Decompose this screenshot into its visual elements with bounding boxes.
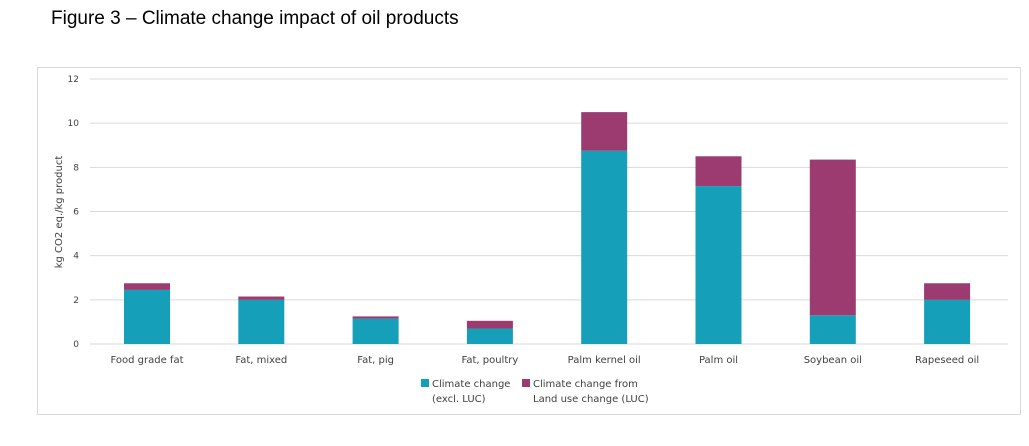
bar-segment-luc — [238, 296, 285, 300]
y-tick-label: 4 — [73, 252, 79, 262]
bar-segment-excl-luc — [124, 289, 170, 344]
y-tick-label: 12 — [68, 75, 79, 85]
legend-swatch-base — [421, 379, 429, 387]
bar-segment-luc — [124, 283, 170, 290]
bar-segment-luc — [466, 320, 513, 329]
bars — [124, 112, 971, 344]
y-tick-label: 8 — [73, 163, 79, 173]
legend-label-luc-line1: Climate change from — [533, 379, 638, 390]
x-tick-label: Rapeseed oil — [915, 355, 979, 366]
y-axis-ticks: 0 2 4 6 8 10 12 — [68, 75, 80, 350]
bar-segment-excl-luc — [695, 186, 742, 344]
legend-label-base-line2: (excl. LUC) — [432, 394, 486, 405]
legend-item-luc: Climate change from Land use change (LUC… — [522, 377, 649, 407]
x-tick-label: Fat, mixed — [235, 355, 287, 366]
x-tick-label: Palm oil — [699, 355, 738, 366]
x-tick-label: Food grade fat — [111, 355, 184, 366]
legend-label-base-line1: Climate change — [432, 379, 511, 390]
y-tick-label: 2 — [73, 296, 79, 306]
y-tick-label: 10 — [68, 119, 80, 129]
chart-frame — [37, 67, 1021, 415]
legend-item-base: Climate change (excl. LUC) — [421, 377, 510, 407]
bar-segment-luc — [695, 156, 742, 187]
bar-segment-luc — [352, 316, 399, 319]
bar-segment-excl-luc — [924, 299, 971, 344]
bar-segment-luc — [809, 159, 856, 316]
y-axis-label: kg CO2 eq./kg product — [54, 156, 65, 269]
bar-segment-excl-luc — [466, 328, 513, 344]
y-tick-label: 0 — [73, 340, 79, 350]
gridlines — [90, 78, 1008, 345]
legend-swatch-luc — [522, 379, 530, 387]
figure-title: Figure 3 – Climate change impact of oil … — [51, 8, 459, 29]
bar-segment-excl-luc — [352, 318, 399, 344]
bar-segment-excl-luc — [238, 299, 285, 344]
legend-label-luc-line2: Land use change (LUC) — [533, 394, 649, 405]
x-tick-label: Palm kernel oil — [568, 355, 641, 366]
bar-segment-luc — [581, 112, 628, 151]
x-tick-label: Fat, poultry — [462, 355, 519, 366]
bar-segment-excl-luc — [809, 315, 856, 344]
x-tick-label: Fat, pig — [357, 355, 394, 366]
bar-segment-excl-luc — [581, 150, 628, 344]
x-axis-ticks: Food grade fat Fat, mixed Fat, pig Fat, pou… — [111, 355, 980, 366]
x-tick-label: Soybean oil — [804, 355, 862, 366]
y-tick-label: 6 — [73, 208, 79, 218]
bar-segment-luc — [924, 283, 971, 300]
